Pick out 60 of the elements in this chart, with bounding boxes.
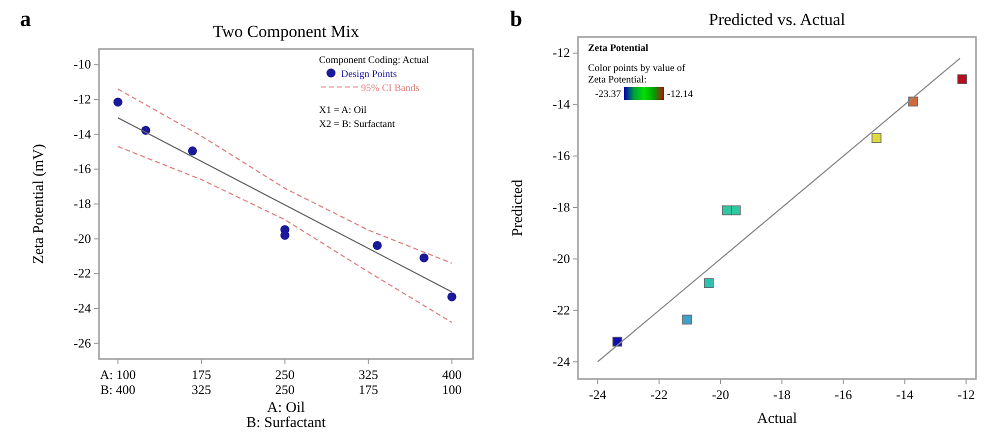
y-tick-label: -26 — [74, 335, 92, 350]
x2-tick-label: B: 400 — [100, 382, 136, 397]
point — [730, 205, 741, 216]
x2-tick-label: 100 — [442, 382, 462, 397]
annotation: Zeta Potential — [588, 43, 648, 54]
x-tick-label: 250 — [275, 367, 295, 382]
point — [957, 74, 968, 84]
text: a — [20, 6, 31, 31]
point — [704, 278, 714, 288]
y-tick-label: -16 — [552, 148, 570, 164]
y-tick-label: -20 — [74, 230, 91, 246]
point — [872, 133, 882, 143]
x-tick-label: -24 — [588, 387, 607, 402]
y-tick-label: -18 — [552, 199, 570, 214]
x-axis-title: Actual — [757, 411, 797, 427]
line-series — [117, 146, 452, 324]
annotation: X1 = A: Oil — [319, 105, 367, 116]
y-tick-label: -12 — [74, 92, 91, 107]
y-axis-title: Predicted — [510, 179, 526, 236]
y-axis-title: Zeta Potential (mV) — [31, 144, 47, 264]
y-tick-label: -22 — [74, 266, 91, 281]
y-tick-label: -18 — [74, 196, 91, 211]
x-tick-label: -20 — [712, 387, 730, 402]
point — [113, 98, 122, 107]
y-tick-label: -12 — [552, 45, 570, 60]
x-tick-label: -14 — [896, 387, 914, 402]
legend-title: Component Coding: Actual — [319, 55, 430, 66]
point — [420, 253, 429, 262]
annotation: -12.14 — [667, 89, 693, 100]
point — [447, 292, 456, 302]
x-axis-title: A: Oil — [267, 400, 305, 416]
point — [372, 240, 382, 250]
x-tick-label: -22 — [650, 387, 668, 402]
point — [188, 146, 197, 156]
y-tick-label: -14 — [74, 126, 92, 142]
annotation: -23.37 — [595, 89, 621, 100]
x-tick-label: 400 — [442, 367, 462, 382]
y-tick-label: -24 — [74, 300, 92, 316]
y-tick-label: -10 — [74, 56, 91, 72]
x-tick-label: -18 — [773, 387, 791, 402]
y-tick-label: -14 — [552, 96, 570, 112]
x-tick-label: -12 — [958, 387, 975, 402]
chart-title: Two Component Mix — [212, 22, 360, 41]
text: b — [510, 6, 522, 31]
y-tick-label: -24 — [552, 354, 570, 369]
legend-label: Design Points — [341, 69, 397, 80]
point — [722, 205, 732, 216]
legend-label: 95% CI Bands — [361, 83, 420, 94]
y-tick-label: -22 — [552, 302, 570, 318]
annotation: X2 = B: Surfactant — [319, 119, 396, 130]
chart-title: Predicted vs. Actual — [708, 10, 846, 29]
x-tick-label: 175 — [192, 367, 212, 382]
x2-axis-title: B: Surfactant — [246, 415, 327, 431]
x-tick-label: 325 — [358, 367, 378, 382]
annotation: Color points by value of Zeta Potential: — [588, 63, 686, 86]
x-tick-label: A: 100 — [100, 367, 136, 382]
y-tick-label: -20 — [552, 250, 570, 266]
point — [682, 314, 692, 324]
x-tick-label: -16 — [834, 387, 852, 402]
y-tick-label: -16 — [74, 161, 92, 176]
